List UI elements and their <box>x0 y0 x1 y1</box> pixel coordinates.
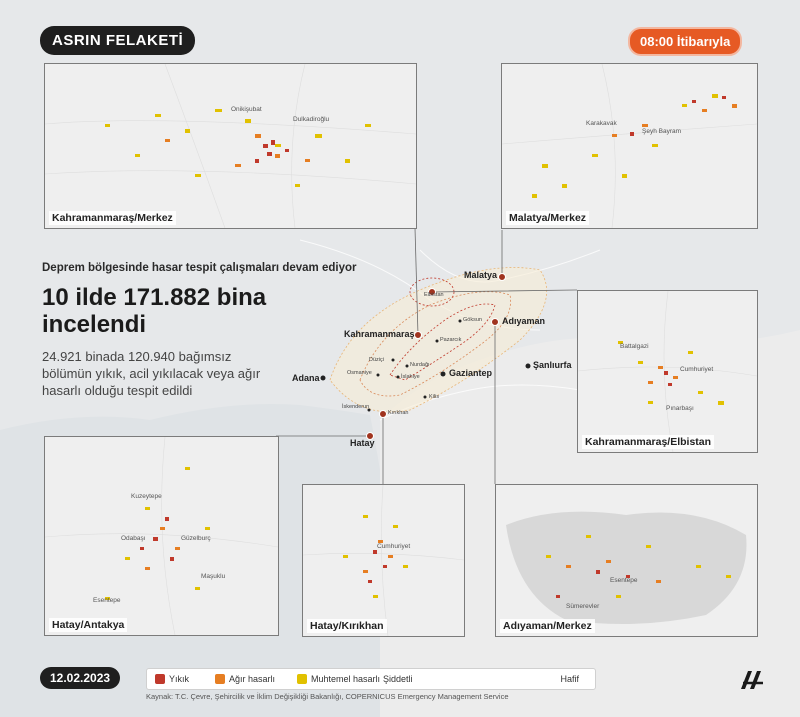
inset-hatay-antakya: Kuzeytepe Odabaşı Güzelburç Maşuklu Esen… <box>44 436 279 636</box>
inset-label: Kahramanmaraş/Elbistan <box>582 435 715 449</box>
city-malatya: Malatya <box>464 270 498 280</box>
place-karakavak: Karakavak <box>586 120 617 127</box>
town-osmaniye: Osmaniye <box>347 370 372 376</box>
legend-swatch <box>215 674 225 684</box>
damage-map-malatya <box>502 64 757 228</box>
city-hatay: Hatay <box>350 438 375 448</box>
inset-malatya-merkez: Karakavak Şeyh Bayram Malatya/Merkez <box>501 63 758 229</box>
inset-label: Hatay/Antakya <box>49 618 128 632</box>
aa-logo-text: AA <box>752 693 753 694</box>
description: 24.921 binada 120.940 bağımsız bölümün y… <box>42 349 261 398</box>
damage-map-adiyaman <box>496 485 757 636</box>
time-badge: 08:00 İtibarıyla <box>628 27 743 56</box>
legend: Yıkık Ağır hasarlı Muhtemel hasarlı Şidd… <box>146 668 596 690</box>
place-esentepe: Esentepe <box>93 597 121 604</box>
legend-item-muhtemel-hasarli: Muhtemel hasarlı <box>297 674 380 684</box>
town-kilis: Kilis <box>429 394 440 400</box>
date-badge: 12.02.2023 <box>40 667 121 689</box>
source-credit: Kaynak: T.C. Çevre, Şehircilik ve İklim … <box>146 692 509 701</box>
town-elbistan: Elbistan <box>424 292 444 298</box>
legend-item-yikik: Yıkık <box>155 674 189 684</box>
town-kirikhan: Kırıkhan <box>388 410 409 416</box>
place-seyh-bayram: Şeyh Bayram <box>642 128 682 135</box>
town-islahiye: İslahiye <box>401 374 420 380</box>
legend-swatch <box>155 674 165 684</box>
damage-map-kahramanmaras <box>45 64 416 228</box>
town-pazarcik: Pazarcık <box>440 337 462 343</box>
legend-label: Yıkık <box>169 674 190 684</box>
aa-logo: AA <box>741 671 763 694</box>
inset-label: Malatya/Merkez <box>506 211 590 225</box>
damage-map-elbistan <box>578 291 757 452</box>
subtitle: Deprem bölgesinde hasar tespit çalışmala… <box>42 262 357 274</box>
place-cumhuriyet: Cumhuriyet <box>377 543 411 550</box>
place-odabasi: Odabaşı <box>121 535 146 542</box>
place-esentepe: Esentepe <box>610 577 638 584</box>
legend-scale-start: Şiddetli <box>383 674 413 684</box>
legend-item-agir-hasarli: Ağır hasarlı <box>215 674 275 684</box>
town-duzici: Düziçi <box>369 357 384 363</box>
town-nurdagi: Nurdağı <box>410 362 430 368</box>
damage-map-kirikhan <box>303 485 464 636</box>
place-pinarbasi: Pınarbaşı <box>666 405 694 412</box>
inset-kahramanmaras-elbistan: Battalgazi Cumhuriyet Pınarbaşı Kahraman… <box>577 290 758 453</box>
inset-label: Hatay/Kırıkhan <box>307 619 387 633</box>
place-kuzeytepe: Kuzeytepe <box>131 493 162 500</box>
inset-kahramanmaras-merkez: Onikişubat Dulkadiroğlu Kahramanmaraş/Me… <box>44 63 417 229</box>
place-cumhuriyet: Cumhuriyet <box>680 366 714 373</box>
inset-hatay-kirikhan: Cumhuriyet Hatay/Kırıkhan <box>302 484 465 637</box>
place-dulkadiroglu: Dulkadiroğlu <box>293 116 330 123</box>
headline: 10 ilde 171.882 bina incelendi <box>42 284 267 338</box>
inset-label: Kahramanmaraş/Merkez <box>49 211 176 225</box>
legend-label: Ağır hasarlı <box>229 674 276 684</box>
city-kahramanmaras: Kahramanmaraş <box>344 329 415 339</box>
title-badge: ASRIN FELAKETİ <box>40 26 196 55</box>
city-adiyaman: Adıyaman <box>502 316 546 326</box>
damage-map-antakya <box>45 437 278 635</box>
legend-scale-end: Hafif <box>560 674 580 684</box>
inset-label: Adıyaman/Merkez <box>500 619 595 633</box>
place-sumerevler: Sümerevler <box>566 603 600 610</box>
place-battalgazi: Battalgazi <box>620 343 649 350</box>
place-guzelburc: Güzelburç <box>181 535 211 542</box>
inset-adiyaman-merkez: Esentepe Sümerevler Adıyaman/Merkez <box>495 484 758 637</box>
city-adana: Adana <box>292 373 320 383</box>
legend-scale-line <box>416 678 557 680</box>
legend-scale: Şiddetli Hafif <box>383 674 588 684</box>
town-goksun: Göksun <box>463 317 482 323</box>
city-sanliurfa: Şanlıurfa <box>533 360 572 370</box>
place-masuklu: Maşuklu <box>201 573 226 580</box>
city-gaziantep: Gaziantep <box>449 368 493 378</box>
legend-label: Muhtemel hasarlı <box>311 674 381 684</box>
town-iskenderun: İskenderun <box>342 404 370 410</box>
legend-swatch <box>297 674 307 684</box>
place-onikisubat: Onikişubat <box>231 106 262 113</box>
